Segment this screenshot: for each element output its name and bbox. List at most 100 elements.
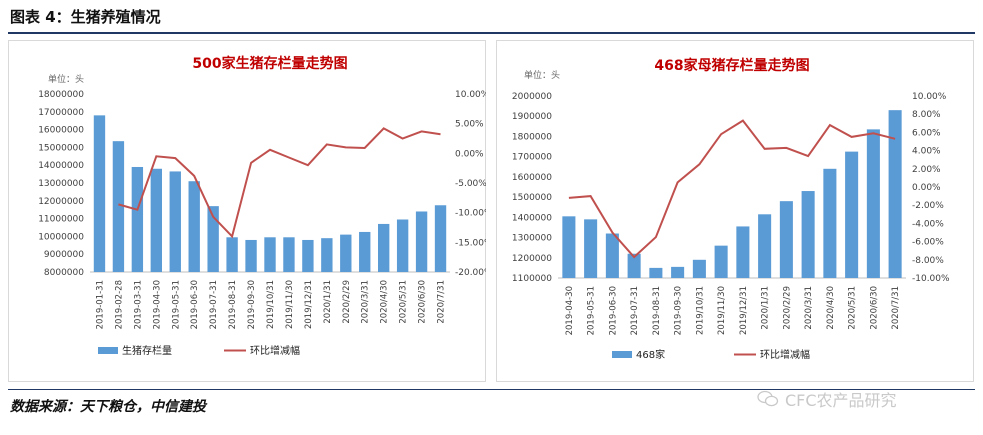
y2-tick-label: -2.00% <box>912 201 944 211</box>
bar <box>396 219 409 272</box>
x-tick-label: 2020/7/31 <box>891 286 901 330</box>
x-tick-label: 2020/3/31 <box>804 286 814 330</box>
y-tick-label: 9000000 <box>44 250 84 260</box>
bar <box>605 233 619 278</box>
bar <box>866 129 880 278</box>
y2-tick-label: -15.00% <box>455 238 486 248</box>
figure-title: 图表 4：生猪养殖情况 <box>10 8 161 26</box>
y-tick-label: 1500000 <box>512 193 552 203</box>
bar <box>584 219 598 278</box>
y-tick-label: 1200000 <box>512 254 552 264</box>
y2-tick-label: 6.00% <box>912 128 941 138</box>
y2-tick-label: 2.00% <box>912 165 941 175</box>
bar <box>692 259 706 278</box>
y2-tick-label: -10.00% <box>455 209 486 219</box>
x-tick-label: 2019-08-31 <box>652 286 662 335</box>
bar <box>169 171 181 272</box>
x-tick-label: 2019-05-31 <box>171 280 181 329</box>
x-tick-label: 2019/10/31 <box>266 280 276 329</box>
bar <box>93 115 106 272</box>
y2-tick-label: 0.00% <box>455 149 484 159</box>
bar <box>207 206 219 272</box>
x-tick-label: 2020/6/30 <box>418 280 428 324</box>
top-rule <box>8 32 975 34</box>
bar <box>627 253 641 278</box>
chart-title: 500家生猪存栏量走势图 <box>192 55 347 72</box>
bar <box>131 166 144 272</box>
legend-label: 环比增减幅 <box>760 348 810 361</box>
bar <box>245 239 257 272</box>
x-tick-label: 2020/3/31 <box>361 280 371 324</box>
x-tick-label: 2019-07-31 <box>209 280 219 329</box>
y-tick-label: 1300000 <box>512 234 552 244</box>
legend-label: 生猪存栏量 <box>122 344 172 357</box>
x-tick-label: 2020/1/31 <box>761 286 771 330</box>
y-tick-label: 1400000 <box>512 213 552 223</box>
watermark: CFC农产品研究 <box>757 387 897 411</box>
x-tick-label: 2019-04-30 <box>565 286 575 335</box>
legend-label: 468家 <box>636 348 665 361</box>
legend-bar-swatch <box>98 347 118 354</box>
x-tick-label: 2019-06-30 <box>190 280 200 329</box>
y-tick-label: 2000000 <box>512 92 552 102</box>
y2-tick-label: 4.00% <box>912 147 941 157</box>
bar <box>801 191 815 278</box>
y-tick-label: 18000000 <box>38 90 84 100</box>
y-tick-label: 16000000 <box>38 126 84 136</box>
x-tick-label: 2020/4/30 <box>380 280 390 324</box>
source-note: 数据来源：天下粮仓，中信建投 <box>10 399 206 415</box>
bar <box>283 237 295 272</box>
x-tick-label: 2019-01-31 <box>95 280 105 329</box>
bar <box>845 151 859 278</box>
x-tick-label: 2019-02-28 <box>114 280 124 329</box>
y2-tick-label: -8.00% <box>912 256 944 266</box>
y2-tick-label: 10.00% <box>455 90 486 100</box>
y2-tick-label: -10.00% <box>912 274 950 284</box>
y-tick-label: 1600000 <box>512 173 552 183</box>
bar <box>823 168 837 278</box>
y-tick-label: 10000000 <box>38 232 84 242</box>
bar <box>888 110 902 279</box>
y-tick-label: 1100000 <box>512 274 552 284</box>
x-tick-label: 2019-09-30 <box>247 280 257 329</box>
x-tick-label: 2020/2/29 <box>342 280 352 324</box>
y2-tick-label: 8.00% <box>912 110 941 120</box>
x-tick-label: 2019/10/31 <box>695 286 705 335</box>
legend-bar-swatch <box>612 351 632 358</box>
x-tick-label: 2020/7/31 <box>437 280 447 324</box>
bar <box>359 231 371 272</box>
x-tick-label: 2020/6/30 <box>869 286 879 330</box>
bar <box>671 266 685 278</box>
y-tick-label: 13000000 <box>38 179 84 189</box>
unit-label: 单位：头 <box>524 69 560 81</box>
watermark-text: CFC农产品研究 <box>785 391 897 410</box>
chart-frame <box>8 40 486 382</box>
bar <box>779 201 793 278</box>
x-tick-label: 2020/2/29 <box>782 286 792 330</box>
y2-tick-label: 5.00% <box>455 120 484 130</box>
y-tick-label: 8000000 <box>44 268 84 278</box>
y-tick-label: 15000000 <box>38 143 84 153</box>
x-tick-label: 2020/5/31 <box>848 286 858 330</box>
bottom-rule <box>8 389 975 390</box>
x-tick-label: 2019-07-31 <box>630 286 640 335</box>
series-line-mom-change <box>118 127 441 239</box>
bar <box>302 239 314 272</box>
bar <box>649 267 663 278</box>
y-tick-label: 1800000 <box>512 132 552 142</box>
y-tick-label: 1900000 <box>512 112 552 122</box>
y-tick-label: 14000000 <box>38 161 84 171</box>
x-tick-label: 2020/4/30 <box>826 286 836 330</box>
bar <box>714 245 728 278</box>
x-tick-label: 2019-09-30 <box>674 286 684 335</box>
unit-label: 单位：头 <box>48 73 84 85</box>
x-tick-label: 2020/5/31 <box>399 280 409 324</box>
bar <box>415 211 428 272</box>
x-tick-label: 2019-06-30 <box>608 286 618 335</box>
bar <box>562 216 576 278</box>
bar <box>112 141 125 272</box>
x-tick-label: 2019-04-30 <box>152 280 162 329</box>
legend-label: 环比增减幅 <box>250 344 300 357</box>
